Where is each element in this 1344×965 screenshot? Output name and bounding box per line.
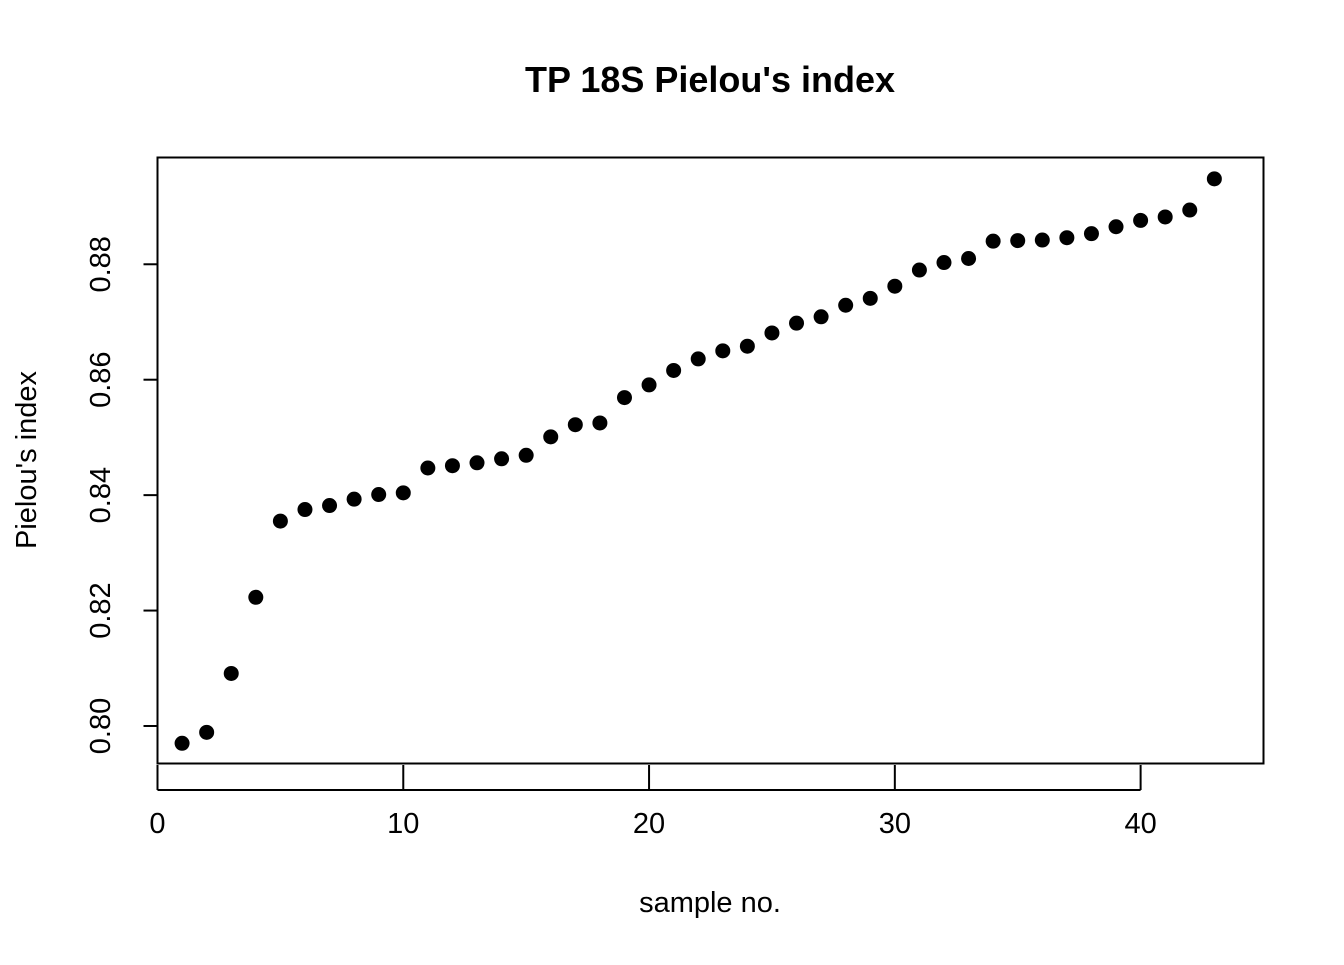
data-point (936, 255, 952, 271)
y-tick-label: 0.80 (85, 698, 117, 754)
x-axis: 0 10 20 30 40 (149, 765, 1157, 840)
data-point (813, 309, 829, 325)
data-point (862, 290, 878, 306)
data-point (494, 451, 510, 467)
data-point (985, 233, 1001, 249)
data-point (1083, 226, 1099, 242)
data-point (739, 338, 755, 354)
data-point (420, 460, 436, 476)
data-point (322, 498, 338, 514)
x-tick-label: 20 (633, 808, 665, 840)
data-point (543, 429, 559, 445)
data-point (469, 455, 485, 471)
y-tick-label: 0.86 (85, 351, 117, 407)
data-point (789, 315, 805, 331)
y-axis: 0.80 0.82 0.84 0.86 0.88 (85, 236, 159, 754)
data-point (223, 665, 239, 681)
x-tick-label: 30 (879, 808, 911, 840)
data-point (199, 724, 215, 740)
data-point (641, 377, 657, 393)
data-point (1133, 212, 1149, 228)
data-point (1034, 232, 1050, 248)
data-point (567, 417, 583, 433)
y-axis-label: Pielou's index (11, 370, 43, 549)
data-point (444, 458, 460, 474)
data-point (690, 351, 706, 367)
plot-frame (156, 156, 1265, 765)
data-point (961, 251, 977, 266)
data-point (1108, 219, 1124, 235)
data-point (616, 390, 632, 406)
data-point (838, 297, 854, 313)
data-point (1157, 209, 1173, 225)
data-point (272, 513, 288, 529)
data-point (1182, 202, 1198, 218)
data-point (887, 278, 903, 294)
data-point (715, 343, 731, 359)
chart-title: TP 18S Pielou's index (525, 59, 895, 100)
x-tick-label: 0 (149, 808, 165, 840)
data-point (297, 502, 313, 518)
x-tick-label: 10 (387, 808, 419, 840)
data-point (911, 262, 927, 278)
data-point (764, 325, 780, 341)
data-point (592, 415, 608, 431)
y-tick-label: 0.88 (85, 236, 117, 292)
data-point (248, 589, 264, 605)
x-tick-label: 40 (1124, 808, 1156, 840)
data-point (174, 735, 190, 751)
data-point (1059, 230, 1075, 246)
data-point (371, 487, 387, 503)
data-point (346, 491, 362, 507)
y-tick-label: 0.84 (85, 467, 117, 523)
x-axis-label: sample no. (639, 887, 781, 919)
y-tick-label: 0.82 (85, 582, 117, 638)
data-point (1010, 233, 1026, 249)
data-point (395, 485, 411, 501)
data-point (518, 447, 534, 463)
data-point (1206, 171, 1222, 187)
data-point (666, 362, 682, 378)
data-points (174, 171, 1222, 751)
